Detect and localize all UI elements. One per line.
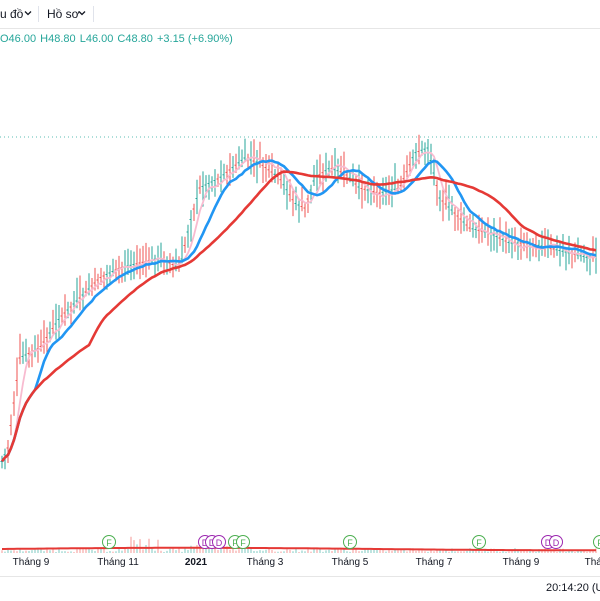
financial-event-marker[interactable]: F	[593, 535, 600, 549]
bottom-bar: 20:14:20 (UT	[0, 576, 600, 601]
ma-slow-line	[0, 170, 597, 463]
time-axis-label: Tháng 9	[12, 557, 50, 568]
ohlc-legend: O46.00 H48.80 L46.00 C48.80 +3.15 (+6.90…	[0, 33, 234, 45]
ohlc-high: H48.80	[40, 33, 76, 45]
ohlc-open: O46.00	[0, 33, 37, 45]
ohlc-close: C48.80	[117, 33, 153, 45]
ohlc-low: L46.00	[79, 33, 114, 45]
time-axis[interactable]: Tháng 9 Tháng 11 2021 Tháng 3 Tháng 5 Th…	[0, 553, 600, 575]
dividend-event-marker[interactable]: D	[549, 535, 563, 549]
toolbar-divider	[93, 6, 94, 22]
top-toolbar: u đồ Hồ sơ	[0, 0, 600, 29]
time-axis-label: 2021	[184, 557, 208, 568]
time-axis-label: Tháng 7	[415, 557, 453, 568]
time-axis-label: Tháng 11	[97, 557, 139, 568]
ma-mid-line	[0, 159, 597, 463]
profile-menu[interactable]: Hồ sơ	[47, 7, 80, 21]
volume-ma-line	[2, 546, 596, 552]
financial-event-marker[interactable]: F	[236, 535, 250, 549]
time-axis-label: Tháng 5	[331, 557, 369, 568]
financial-event-marker[interactable]: F	[343, 535, 357, 549]
time-axis-label: Tháng 3	[246, 557, 284, 568]
price-chart[interactable]	[0, 28, 600, 553]
financial-event-marker[interactable]: F	[472, 535, 486, 549]
chart-menu[interactable]: u đồ	[0, 7, 24, 21]
toolbar-divider	[38, 6, 39, 22]
time-axis-label: Tháng 9	[502, 557, 540, 568]
time-axis-label: Thán	[584, 557, 600, 568]
dividend-event-marker[interactable]: D	[212, 535, 226, 549]
chevron-down-icon[interactable]	[77, 8, 87, 18]
ma-fast-line	[1, 151, 597, 462]
financial-event-marker[interactable]: F	[102, 535, 116, 549]
ohlc-change: +3.15 (+6.90%)	[156, 33, 233, 45]
clock: 20:14:20 (UT	[546, 582, 600, 594]
chevron-down-icon[interactable]	[23, 8, 33, 18]
